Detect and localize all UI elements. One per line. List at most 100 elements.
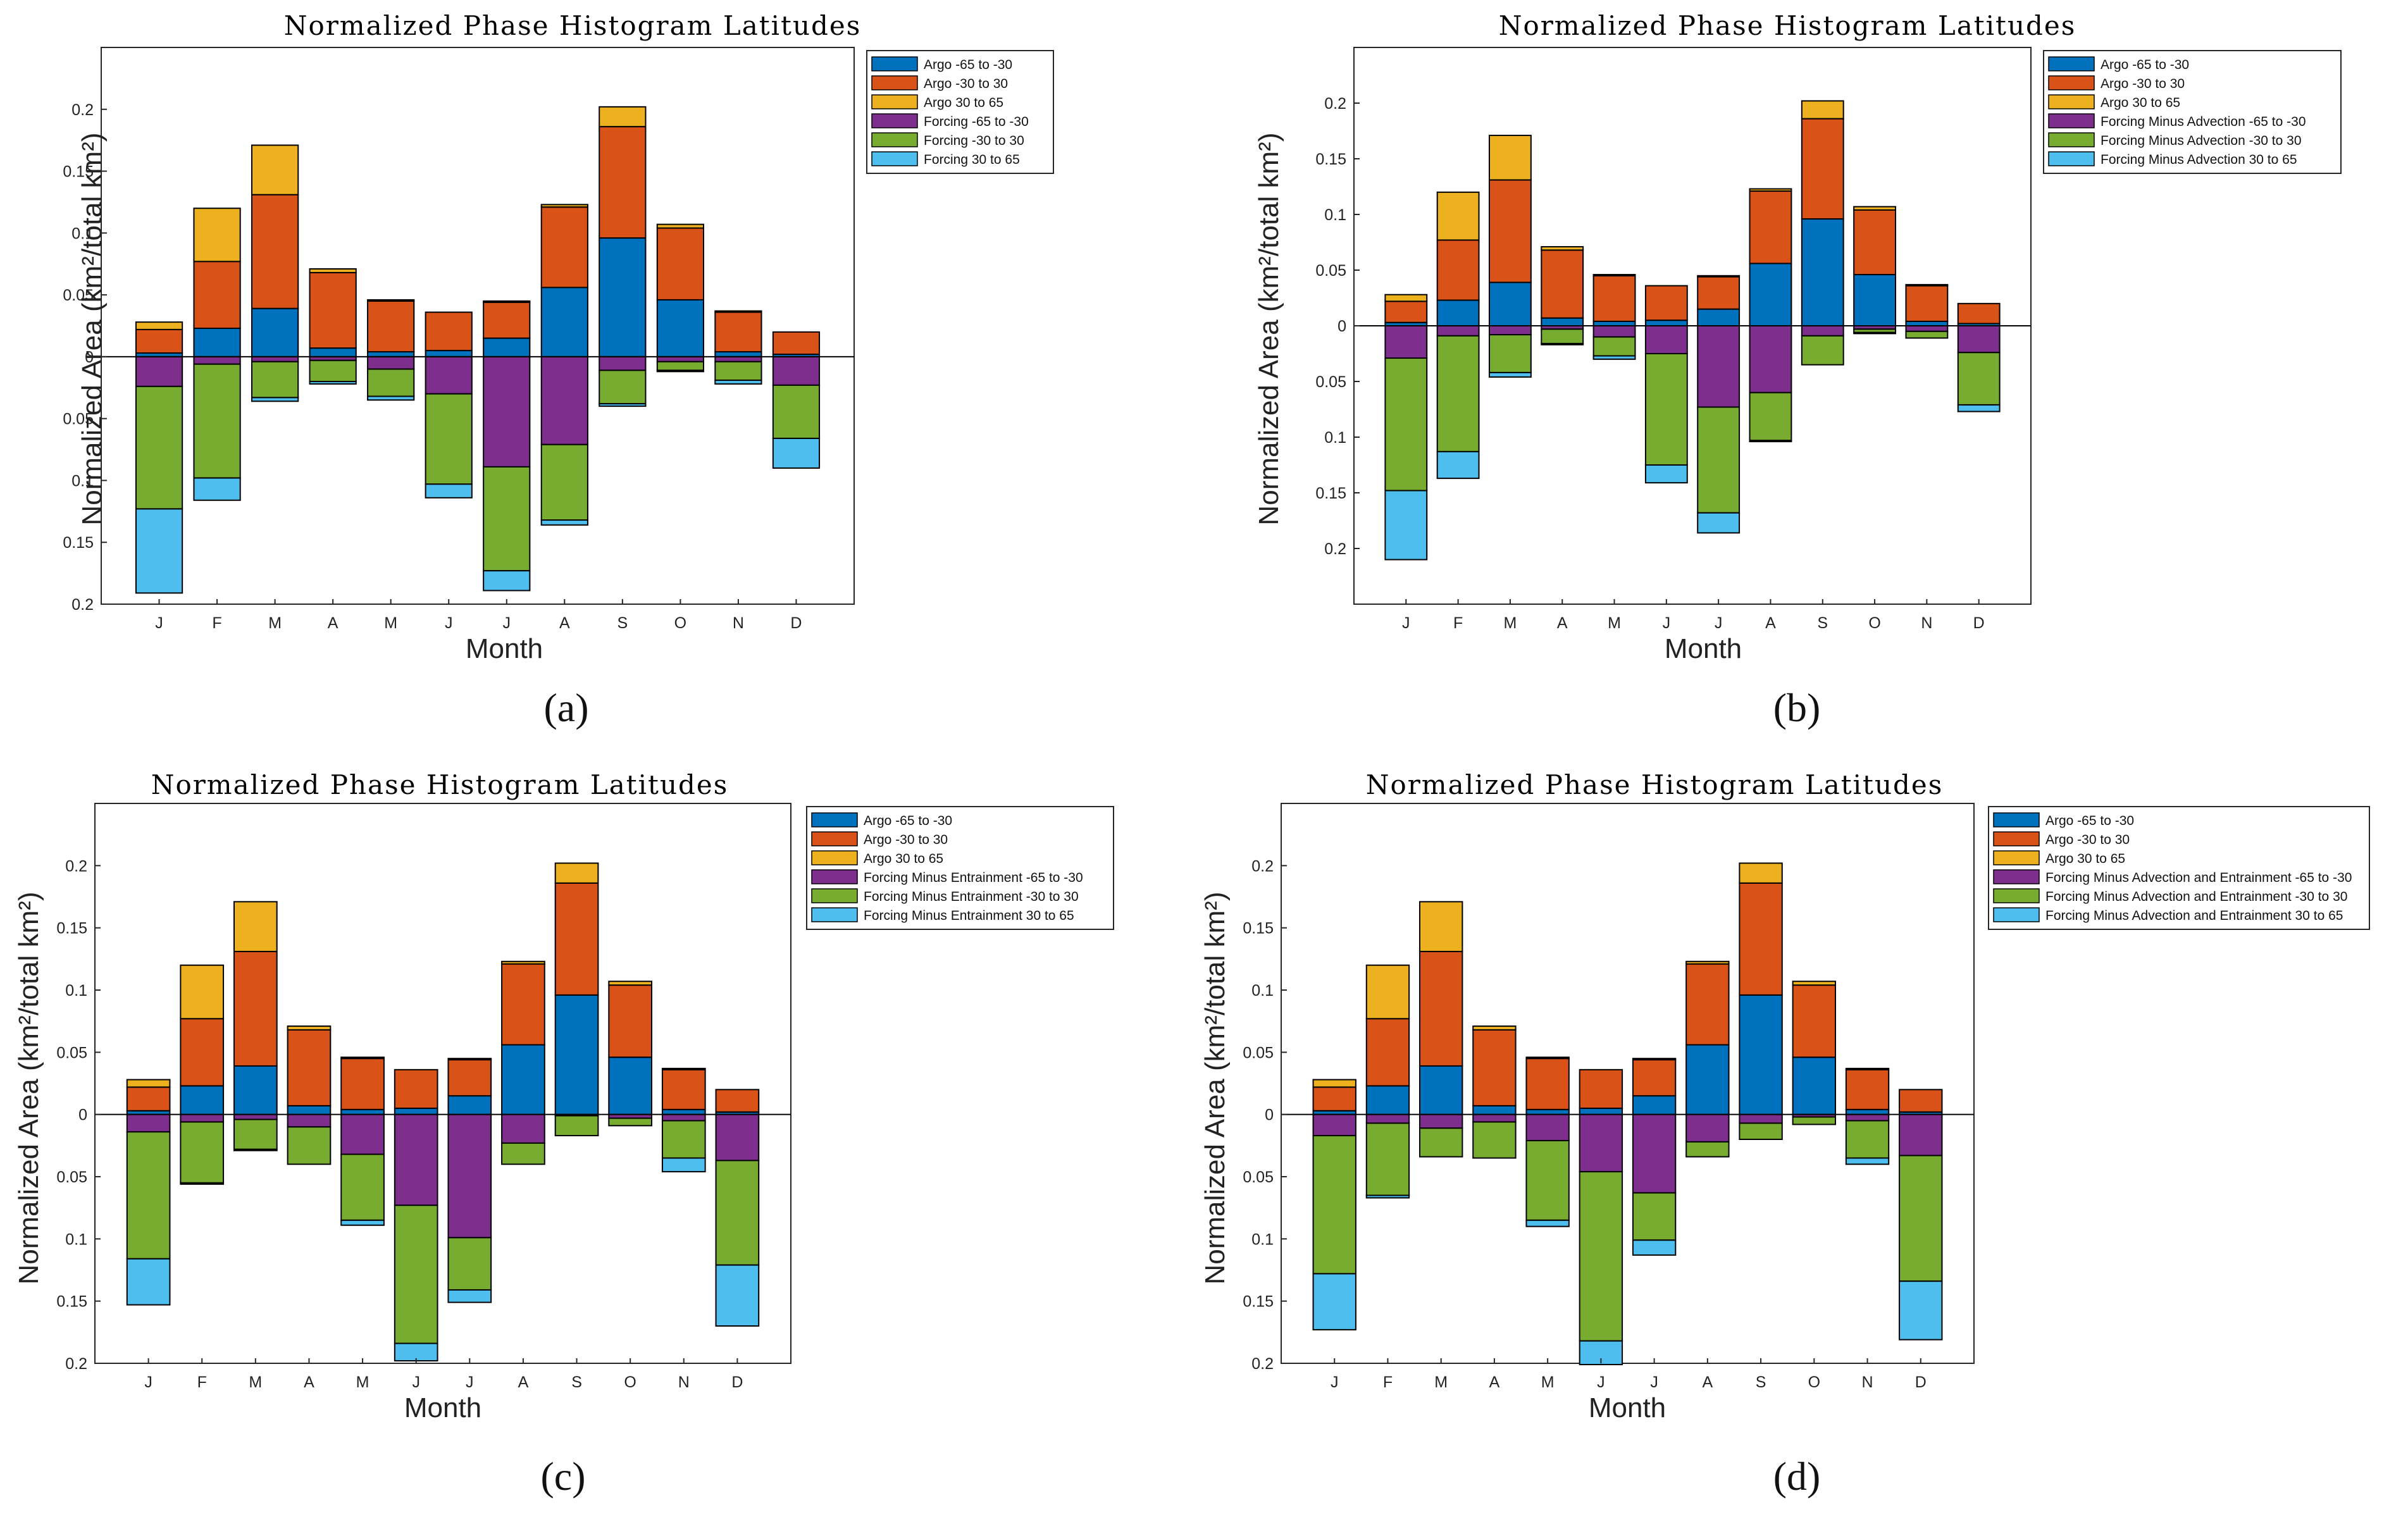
bar-segment (233, 1118, 278, 1150)
bar-segment (1472, 1105, 1517, 1115)
bar-segment (309, 268, 357, 273)
y-tick-label: 0.2 (1324, 95, 1346, 113)
legend-swatch (811, 812, 858, 827)
bar-segment (126, 1131, 171, 1260)
bar-segment (1592, 325, 1636, 338)
legend-label: Forcing Minus Entrainment -65 to -30 (864, 870, 1083, 885)
bar-segment (1592, 336, 1636, 357)
bar-segment (1685, 960, 1730, 965)
bar-segment (772, 356, 821, 386)
x-tick-label: J (1650, 1373, 1658, 1391)
y-tick-label: 0.05 (63, 411, 94, 428)
bar-segment (425, 356, 473, 395)
y-tick-label: 0.1 (71, 225, 94, 242)
legend-swatch (1993, 888, 2040, 903)
bar-segment (233, 1065, 278, 1115)
legend: Argo -65 to -30 Argo -30 to 30 Argo 30 to … (806, 806, 1114, 930)
bar-segment (714, 310, 762, 313)
bar-segment (367, 368, 415, 397)
bar-segment (1697, 512, 1741, 534)
bar-segment (233, 1113, 278, 1120)
x-tick-label: M (1434, 1373, 1448, 1391)
x-tick-label: J (155, 614, 163, 632)
bar-segment (309, 347, 357, 357)
x-tick-label: D (1973, 614, 1985, 632)
bar-segment (714, 351, 762, 357)
bar-segment (1845, 1157, 1890, 1165)
bar-segment (1739, 882, 1783, 996)
bar-segment (1312, 1086, 1356, 1112)
bar-segment (483, 300, 531, 303)
y-tick-label: 0.2 (1251, 857, 1274, 875)
y-tick-label: 0.1 (71, 472, 94, 490)
y-tick-label: 0.1 (65, 982, 87, 1000)
legend-label: Argo -65 to -30 (924, 58, 1012, 72)
y-tick-label: 0.05 (63, 287, 94, 304)
legend-swatch (871, 56, 918, 71)
legend-swatch (871, 151, 918, 166)
bar-segment (193, 327, 241, 357)
legend-label: Forcing Minus Entrainment 30 to 65 (864, 908, 1074, 923)
bar-segment (1472, 1029, 1517, 1106)
bar-segment (180, 1182, 225, 1185)
legend-label: Argo -30 to 30 (864, 833, 948, 847)
bar-segment (1905, 283, 1949, 287)
x-tick-label: S (571, 1373, 582, 1391)
bar-segment (656, 356, 705, 362)
bar-segment (1845, 1067, 1890, 1070)
x-tick-label: A (1557, 614, 1568, 632)
bar-segment (656, 299, 705, 357)
bar-segment (1384, 357, 1428, 492)
bar-segment (1845, 1069, 1890, 1110)
bar-segment (447, 1095, 492, 1115)
x-tick-label: O (674, 614, 686, 632)
y-axis-label: Normalized Area (km²/total km²) (1253, 132, 1284, 525)
legend-label: Forcing -30 to 30 (924, 133, 1024, 148)
x-tick-label: J (503, 614, 511, 632)
bar-segment (1436, 191, 1480, 241)
bar-segment (251, 194, 299, 309)
bar-segment (1845, 1108, 1890, 1115)
legend-label: Argo -65 to -30 (2045, 814, 2134, 828)
bar-segment (1739, 1113, 1783, 1124)
bar-segment (1792, 1056, 1837, 1115)
bar-segment (309, 359, 357, 382)
bar-segment (1541, 317, 1584, 326)
x-tick-label: A (1489, 1373, 1500, 1391)
bar-segment (483, 570, 531, 592)
bar-segment (483, 356, 531, 468)
bar-segment (287, 1126, 332, 1165)
bar-segment (1525, 1113, 1570, 1141)
y-tick-label: 0.15 (1243, 920, 1274, 938)
x-tick-label: D (731, 1373, 743, 1391)
bar-segment (1419, 951, 1463, 1067)
bar-segment (1436, 450, 1480, 480)
legend-label: Argo 30 to 65 (924, 96, 1003, 110)
legend-swatch (1993, 812, 2040, 827)
bar-segment (1472, 1025, 1517, 1031)
x-tick-label: A (1765, 614, 1776, 632)
bar-segment (1801, 218, 1844, 327)
x-tick-label: D (1915, 1373, 1927, 1391)
bar-segment (715, 1264, 760, 1327)
bar-segment (1632, 1059, 1677, 1097)
bar-segment (1957, 352, 2001, 406)
bar-segment (599, 237, 647, 357)
y-tick-label: 0 (1265, 1106, 1274, 1124)
x-tick-label: S (1756, 1373, 1766, 1391)
bar-segment (1525, 1108, 1570, 1115)
x-tick-label: F (212, 614, 221, 632)
bar-segment (501, 960, 545, 965)
bar-segment (554, 994, 599, 1115)
y-tick-label: 0.05 (1315, 373, 1346, 391)
bar-segment (193, 363, 241, 479)
bar-segment (1579, 1069, 1623, 1109)
y-tick-label: 0.15 (1315, 151, 1346, 168)
bar-segment (1489, 334, 1532, 373)
bar-segment (1384, 300, 1428, 323)
bar-segment (1592, 355, 1636, 360)
bar-segment (661, 1157, 706, 1173)
x-tick-label: S (1817, 614, 1828, 632)
bar-segment (772, 437, 821, 469)
bar-segment (1801, 335, 1844, 366)
